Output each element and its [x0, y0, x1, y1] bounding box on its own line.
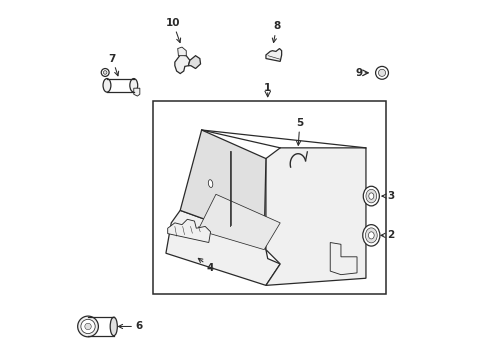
Ellipse shape	[375, 66, 387, 79]
Polygon shape	[265, 148, 365, 285]
Ellipse shape	[365, 189, 376, 203]
Ellipse shape	[84, 323, 91, 330]
Ellipse shape	[363, 186, 379, 206]
Polygon shape	[177, 47, 186, 56]
Text: 10: 10	[165, 18, 180, 42]
Polygon shape	[180, 130, 265, 241]
Polygon shape	[329, 243, 356, 275]
Polygon shape	[165, 210, 280, 285]
Ellipse shape	[378, 69, 385, 76]
Text: 5: 5	[296, 118, 303, 145]
Text: 9: 9	[354, 68, 362, 78]
Ellipse shape	[101, 68, 109, 76]
Text: 2: 2	[380, 230, 394, 240]
Text: 4: 4	[198, 258, 214, 273]
Polygon shape	[188, 56, 200, 68]
Polygon shape	[134, 88, 140, 96]
Ellipse shape	[362, 225, 379, 246]
Ellipse shape	[365, 228, 376, 243]
Bar	[153, 102, 385, 294]
Ellipse shape	[103, 71, 107, 74]
Ellipse shape	[130, 78, 138, 92]
Ellipse shape	[368, 193, 373, 199]
Text: 3: 3	[381, 191, 394, 201]
Ellipse shape	[81, 319, 95, 334]
Ellipse shape	[103, 78, 111, 92]
Polygon shape	[198, 194, 280, 249]
Ellipse shape	[367, 232, 373, 239]
Ellipse shape	[208, 180, 212, 188]
Polygon shape	[167, 219, 210, 243]
Text: 1: 1	[264, 83, 271, 93]
Ellipse shape	[110, 317, 117, 336]
Polygon shape	[175, 55, 189, 73]
Text: 8: 8	[272, 21, 280, 42]
Polygon shape	[265, 49, 281, 62]
Ellipse shape	[78, 316, 98, 337]
Text: 7: 7	[108, 54, 119, 76]
Text: 6: 6	[118, 321, 142, 332]
